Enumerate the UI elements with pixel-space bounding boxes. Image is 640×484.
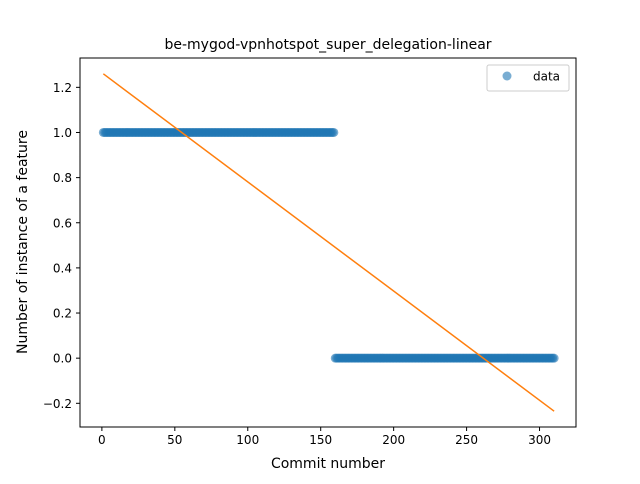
legend-marker-data [502,71,512,81]
y-tick-label: 1.0 [53,126,72,140]
x-axis-label: Commit number [271,456,385,472]
x-tick-label: 50 [167,433,182,447]
y-axis-label: Number of instance of a feature [15,130,31,354]
data-point [549,353,559,363]
legend-label-data: data [533,70,560,84]
y-tick-label: 0.0 [53,352,72,366]
x-tick-label: 150 [309,433,332,447]
chart-title: be-mygod-vpnhotspot_super_delegation-lin… [164,37,491,53]
data-layer [98,73,559,412]
x-tick-label: 100 [236,433,259,447]
y-tick-label: 0.8 [53,171,72,185]
y-tick-label: −0.2 [43,397,72,411]
y-axis-ticks: −0.2 0.0 0.2 0.4 0.6 0.8 1.0 1.2 [43,81,80,411]
fit-line [102,73,555,412]
y-tick-label: 0.2 [53,307,72,321]
x-tick-label: 200 [382,433,405,447]
y-tick-label: 0.4 [53,261,72,275]
x-tick-label: 250 [455,433,478,447]
data-point [329,127,339,137]
legend: data [486,64,570,92]
y-tick-label: 0.6 [53,216,72,230]
x-axis-ticks: 0 50 100 150 200 250 300 [98,427,551,447]
y-tick-label: 1.2 [53,81,72,95]
x-tick-label: 300 [528,433,551,447]
legend-box [486,64,570,92]
x-tick-label: 0 [98,433,106,447]
plot-frame [79,57,577,428]
